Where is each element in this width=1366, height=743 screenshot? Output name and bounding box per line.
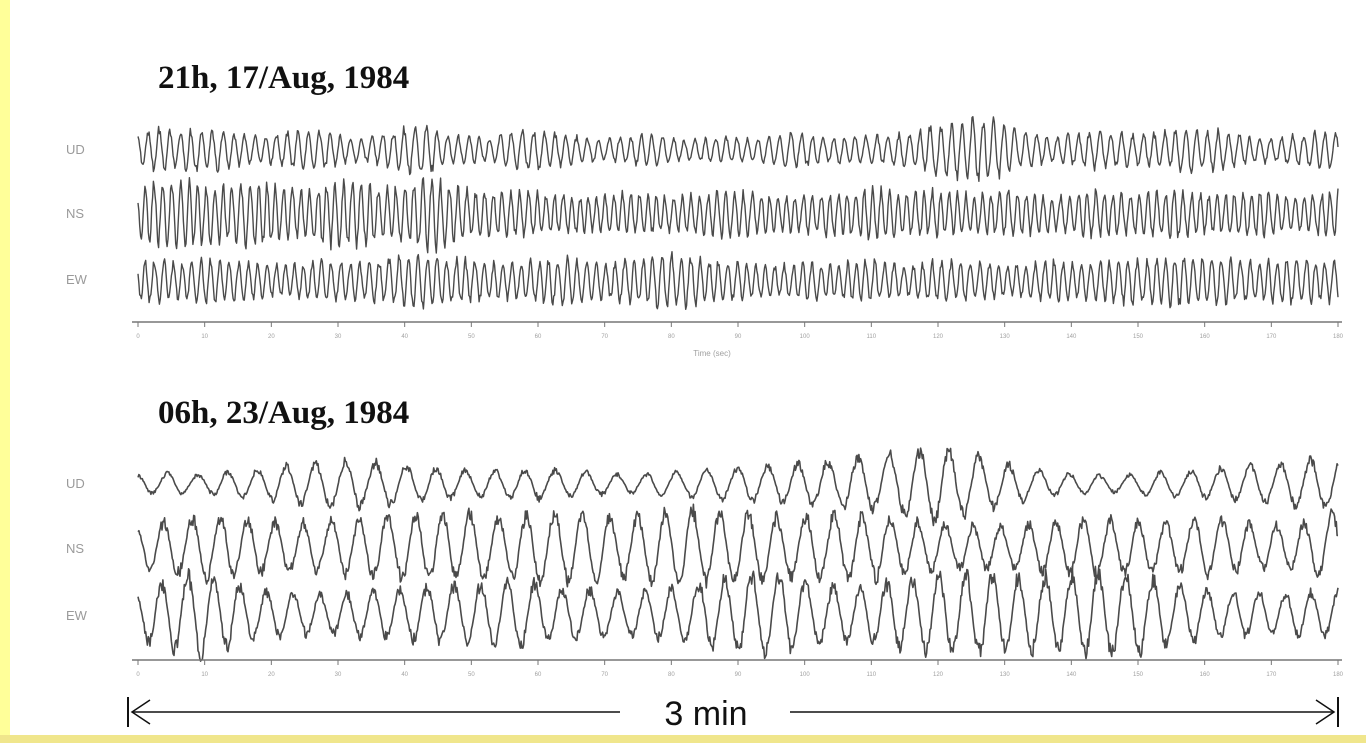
panel-1-tick-label-180: 180 xyxy=(1333,334,1344,340)
panel-1-trace-ew xyxy=(137,250,1339,310)
frame-left-border xyxy=(0,0,10,743)
panel-1-tick-label-130: 130 xyxy=(1000,334,1011,340)
panel-1-tick-label-30: 30 xyxy=(335,334,342,340)
panel-1-title-bg xyxy=(120,40,510,110)
panel-2-trace-ns xyxy=(137,503,1339,589)
panel-2-tick-label-60: 60 xyxy=(535,672,542,678)
panel-2-traces xyxy=(137,447,1339,662)
panel-1-tick-label-110: 110 xyxy=(867,334,877,340)
panel-1-tick-label-90: 90 xyxy=(735,334,742,340)
panel-2-channel-ns-label: NS xyxy=(66,541,84,556)
panel-2-tick-label-170: 170 xyxy=(1266,672,1277,678)
panel-2-tick-label-70: 70 xyxy=(601,672,608,678)
panel-2-tick-label-140: 140 xyxy=(1066,672,1077,678)
panel-2: 06h, 23/Aug, 1984 UD NS EW 0 10 20 30 40 50 60… xyxy=(66,375,1344,678)
panel-2-tick-label-150: 150 xyxy=(1133,672,1144,678)
panel-1-tick-label-80: 80 xyxy=(668,334,675,340)
panel-1-tick-label-20: 20 xyxy=(268,334,275,340)
panel-2-channel-ew-label: EW xyxy=(66,608,88,623)
panel-2-tick-label-180: 180 xyxy=(1333,672,1344,678)
panel-1-title: 21h, 17/Aug, 1984 xyxy=(158,60,409,96)
panel-2-tick-label-160: 160 xyxy=(1200,672,1211,678)
panel-1-tick-label-150: 150 xyxy=(1133,334,1144,340)
panel-2-channel-ud-label: UD xyxy=(66,476,85,491)
panel-2-tick-label-130: 130 xyxy=(1000,672,1011,678)
panel-1-tick-label-0: 0 xyxy=(136,334,140,340)
panel-1-x-axis-label: Time (sec) xyxy=(693,349,731,358)
panel-2-title-bg xyxy=(120,375,510,445)
panel-1-ticks: 0 10 20 30 40 50 60 70 80 90 100 110 120 130 140 150 160… xyxy=(136,322,1344,340)
panel-1-tick-label-70: 70 xyxy=(601,334,608,340)
panel-1: 21h, 17/Aug, 1984 UD NS EW 0 10 20 30 40 50 60… xyxy=(66,40,1344,358)
panel-2-tick-label-40: 40 xyxy=(401,672,408,678)
panel-1-tick-label-100: 100 xyxy=(800,334,811,340)
panel-1-tick-label-120: 120 xyxy=(933,334,944,340)
panel-1-channel-ew-label: EW xyxy=(66,272,88,287)
duration-label: 3 min xyxy=(664,695,747,733)
panel-2-trace-ud xyxy=(137,447,1339,527)
panel-2-tick-label-90: 90 xyxy=(735,672,742,678)
panel-1-tick-label-60: 60 xyxy=(535,334,542,340)
panel-2-tick-label-20: 20 xyxy=(268,672,275,678)
panel-1-tick-label-40: 40 xyxy=(401,334,408,340)
panel-2-tick-label-10: 10 xyxy=(201,672,208,678)
panel-2-tick-label-100: 100 xyxy=(800,672,811,678)
panel-1-channel-ud-label: UD xyxy=(66,142,85,157)
panel-2-tick-label-80: 80 xyxy=(668,672,675,678)
panel-1-channel-ns-label: NS xyxy=(66,206,84,221)
panel-1-traces xyxy=(137,115,1339,310)
panel-1-trace-ud xyxy=(137,115,1339,183)
panel-2-tick-label-30: 30 xyxy=(335,672,342,678)
panel-1-tick-label-10: 10 xyxy=(201,334,208,340)
duration-left-arrowhead xyxy=(130,699,151,725)
panel-1-tick-label-140: 140 xyxy=(1066,334,1077,340)
panel-2-title: 06h, 23/Aug, 1984 xyxy=(158,395,409,431)
panel-2-trace-ew xyxy=(137,565,1339,662)
panel-2-ticks: 0 10 20 30 40 50 60 70 80 90 100 110 120 130 140 150 160… xyxy=(136,660,1344,678)
panel-2-tick-label-120: 120 xyxy=(933,672,944,678)
panel-1-tick-label-160: 160 xyxy=(1200,334,1211,340)
duration-annotation: 3 min xyxy=(127,695,1339,733)
panel-1-tick-label-170: 170 xyxy=(1266,334,1277,340)
panel-1-tick-label-50: 50 xyxy=(468,334,475,340)
panel-1-trace-ns xyxy=(137,176,1339,254)
duration-right-arrowhead xyxy=(1315,699,1336,725)
panel-2-tick-label-0: 0 xyxy=(136,672,140,678)
panel-2-tick-label-110: 110 xyxy=(867,672,877,678)
frame-bottom-border xyxy=(0,735,1366,743)
panel-2-tick-label-50: 50 xyxy=(468,672,475,678)
